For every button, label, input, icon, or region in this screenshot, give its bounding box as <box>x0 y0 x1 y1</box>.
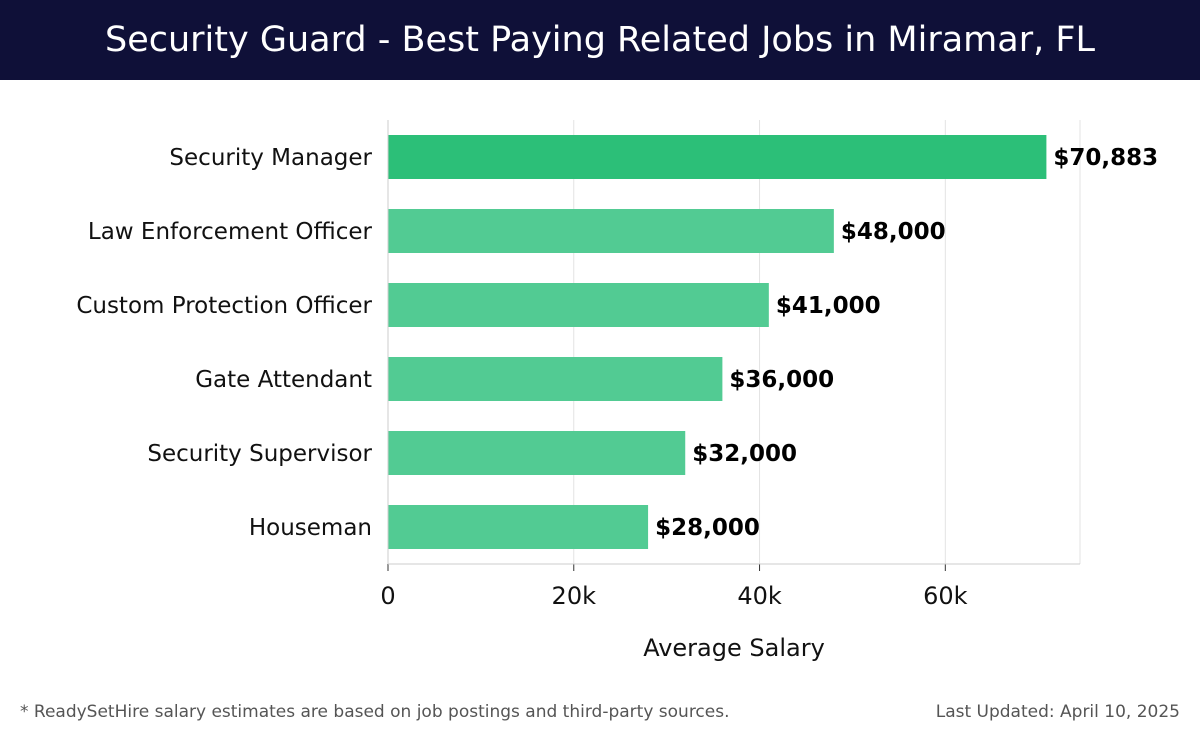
value-label: $41,000 <box>776 293 881 319</box>
bar <box>388 209 834 253</box>
bar <box>388 357 723 401</box>
footnote: * ReadySetHire salary estimates are base… <box>20 702 730 722</box>
bar <box>388 283 769 327</box>
category-label: Custom Protection Officer <box>76 293 372 319</box>
value-label: $36,000 <box>729 367 834 393</box>
chart-header: Security Guard - Best Paying Related Job… <box>0 0 1200 80</box>
category-label: Houseman <box>249 515 372 541</box>
bars <box>388 135 1047 549</box>
value-label: $28,000 <box>655 515 760 541</box>
category-label: Gate Attendant <box>195 367 372 393</box>
category-label: Law Enforcement Officer <box>88 219 373 245</box>
value-label: $70,883 <box>1053 145 1158 171</box>
x-tick-label: 0 <box>380 582 395 610</box>
x-tick-label: 60k <box>923 582 968 610</box>
category-label: Security Supervisor <box>147 441 372 467</box>
bar <box>388 505 649 549</box>
bar <box>388 135 1047 179</box>
value-label: $48,000 <box>841 219 946 245</box>
gridlines <box>387 120 1081 564</box>
bar <box>388 431 686 475</box>
axes: 0 20k 40k 60k Security Manager $70,883 Law Enf… <box>76 120 1158 610</box>
chart-title: Security Guard - Best Paying Related Job… <box>104 20 1095 60</box>
last-updated: Last Updated: April 10, 2025 <box>935 702 1180 722</box>
x-tick-label: 20k <box>552 582 597 610</box>
x-tick-label: 40k <box>737 582 782 610</box>
category-label: Security Manager <box>169 145 372 171</box>
bar-chart: 0 20k 40k 60k Security Manager $70,883 Law Enf… <box>76 120 1158 662</box>
x-axis-label: Average Salary <box>643 634 825 662</box>
value-label: $32,000 <box>692 441 797 467</box>
